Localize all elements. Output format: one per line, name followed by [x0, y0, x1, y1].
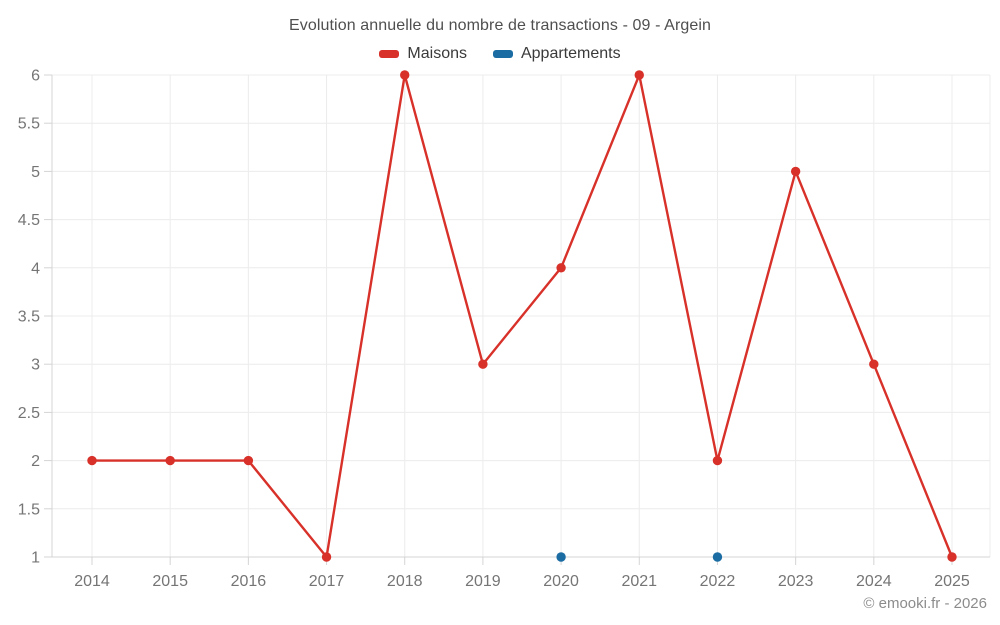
maisons-point-2018[interactable] [400, 70, 410, 80]
x-axis-label: 2023 [778, 573, 814, 590]
x-axis-label: 2022 [700, 573, 736, 590]
x-axis-label: 2019 [465, 573, 501, 590]
y-axis-label: 1.5 [18, 501, 40, 518]
chart-legend: Maisons Appartements [0, 45, 1000, 63]
maisons-point-2025[interactable] [947, 552, 957, 562]
maisons-point-2017[interactable] [321, 552, 332, 562]
x-axis-label: 2017 [309, 573, 345, 590]
maisons-point-2024[interactable] [869, 359, 879, 369]
y-axis-label: 2.5 [18, 405, 40, 422]
copyright-text: © emooki.fr - 2026 [863, 595, 987, 612]
y-axis-label: 5.5 [18, 116, 40, 133]
y-axis-label: 2 [31, 453, 40, 470]
y-axis-label: 4.5 [18, 212, 40, 229]
y-axis-label: 3.5 [18, 309, 40, 326]
x-axis-label: 2025 [934, 573, 970, 590]
maisons-line [90, 73, 954, 559]
appartements-point-2020[interactable] [556, 552, 566, 562]
maisons-point-2019[interactable] [478, 359, 488, 369]
chart-title: Evolution annuelle du nombre de transact… [288, 17, 712, 34]
maisons-legend-swatch [379, 50, 400, 58]
y-axis-label: 1 [31, 550, 40, 567]
y-axis-label: 4 [31, 260, 40, 277]
maisons-point-2023[interactable] [790, 166, 801, 177]
y-axis-label: 5 [31, 164, 40, 181]
maisons-point-2020[interactable] [556, 263, 566, 273]
x-axis-label: 2014 [74, 573, 110, 590]
legend-item-maisons[interactable]: Maisons [379, 45, 467, 63]
maisons-point-2021[interactable] [634, 70, 644, 80]
legend-item-appartements[interactable]: Appartements [492, 45, 621, 63]
appartements-point-2022[interactable] [712, 552, 723, 562]
maisons-point-2014[interactable] [87, 455, 97, 466]
x-axis-label: 2016 [231, 573, 267, 590]
maisons-point-2022[interactable] [712, 455, 723, 466]
y-axis-label: 6 [31, 68, 40, 85]
x-axis-label: 2018 [387, 573, 423, 590]
x-axis-label: 2020 [543, 573, 579, 590]
appartements-legend-swatch [492, 50, 513, 58]
maisons-point-2016[interactable] [243, 455, 254, 466]
y-axis-label: 3 [31, 357, 40, 374]
maisons-legend-label: Maisons [407, 45, 467, 62]
maisons-point-2015[interactable] [165, 455, 175, 466]
x-axis-label: 2015 [152, 573, 188, 590]
x-axis-label: 2024 [856, 573, 892, 590]
appartements-legend-label: Appartements [520, 45, 621, 62]
x-axis-label: 2021 [621, 573, 657, 590]
